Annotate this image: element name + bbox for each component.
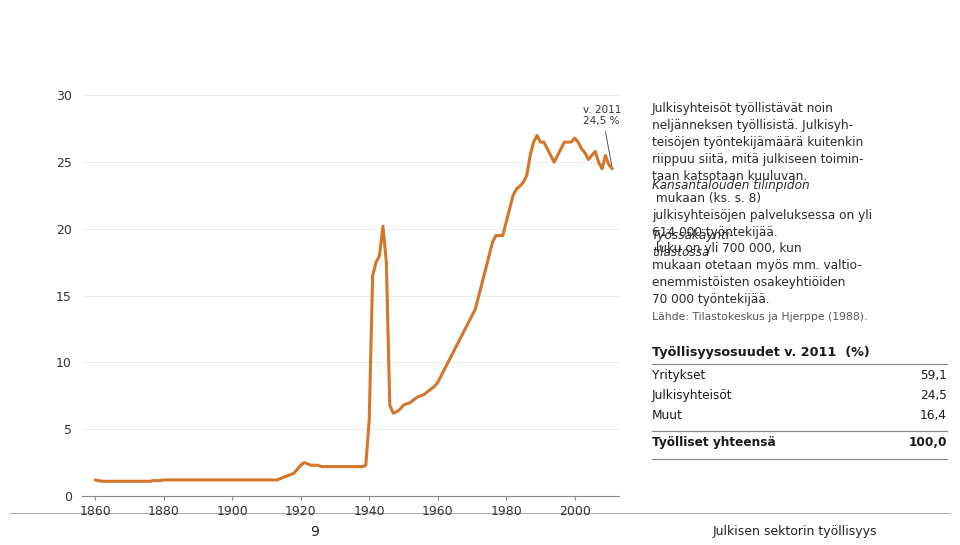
Text: 24,5: 24,5 (920, 390, 947, 402)
Text: 16,4: 16,4 (920, 409, 947, 422)
Text: v. 2011
24,5 %: v. 2011 24,5 % (584, 105, 622, 166)
Text: Kansantalouden tilinpidon: Kansantalouden tilinpidon (652, 179, 809, 192)
Text: Julkisyhteisöt työllistävät noin
neljänneksen työllisistä. Julkisyh-
teisöjen ty: Julkisyhteisöt työllistävät noin neljänn… (652, 102, 863, 183)
Text: mukaan (ks. s. 8)
julkisyhteisöjen palveluksessa on yli
614 000 työntekijää.: mukaan (ks. s. 8) julkisyhteisöjen palve… (652, 192, 872, 239)
Text: 100,0: 100,0 (908, 437, 947, 450)
Text: Julkisyhteisöjen osuus työllisyydestä 1860–2011: Julkisyhteisöjen osuus työllisyydestä 18… (25, 23, 461, 39)
Text: Muut: Muut (652, 409, 683, 422)
Text: Työllisyysosuudet v. 2011  (%): Työllisyysosuudet v. 2011 (%) (652, 347, 870, 360)
Text: 59,1: 59,1 (920, 370, 947, 383)
Text: Julkisyhteisöt: Julkisyhteisöt (652, 390, 732, 402)
Text: Työlliset yhteensä: Työlliset yhteensä (652, 437, 776, 450)
Text: Julkisen sektorin työllisyys: Julkisen sektorin työllisyys (712, 525, 876, 538)
Text: 9: 9 (310, 525, 319, 538)
Text: luku on yli 700 000, kun
mukaan otetaan myös mm. valtio-
enemmistöisten osakeyht: luku on yli 700 000, kun mukaan otetaan … (652, 243, 862, 306)
Text: Lähde: Tilastokeskus ja Hjerppe (1988).: Lähde: Tilastokeskus ja Hjerppe (1988). (652, 312, 867, 323)
Text: Työssäkäynti-
tilastossa: Työssäkäynti- tilastossa (652, 229, 734, 259)
Text: Yritykset: Yritykset (652, 370, 706, 383)
Text: (prosenttia): (prosenttia) (25, 59, 133, 74)
